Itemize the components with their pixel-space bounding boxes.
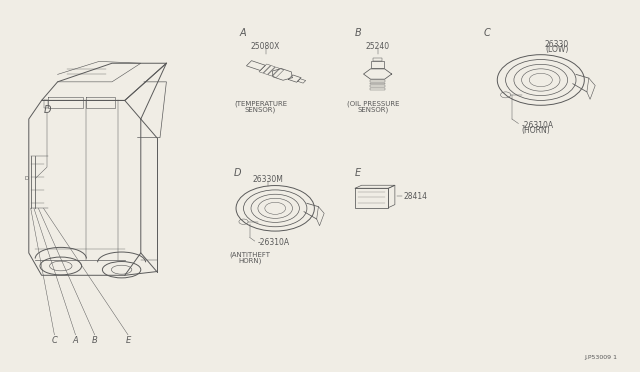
Ellipse shape [40,257,82,275]
Text: HORN): HORN) [238,257,261,264]
Text: SENSOR): SENSOR) [358,106,388,113]
Text: E: E [125,336,131,345]
Bar [370,80,385,82]
Ellipse shape [111,265,132,274]
Text: (HORN): (HORN) [522,126,550,135]
Ellipse shape [50,261,72,271]
Text: (TEMPERATURE: (TEMPERATURE [234,101,287,108]
Bar [370,88,385,90]
Ellipse shape [102,262,141,278]
Text: (LOW): (LOW) [545,45,568,54]
Text: 26330M: 26330M [252,175,283,184]
Text: B: B [92,336,97,345]
Text: 25080X: 25080X [251,42,280,51]
Text: E: E [355,168,362,178]
Text: 25240: 25240 [365,42,390,51]
Bar [373,58,382,61]
Text: B: B [355,29,362,38]
Text: -26310A: -26310A [257,238,289,247]
Text: J,P53009 1: J,P53009 1 [584,355,618,360]
Text: 28414: 28414 [403,192,428,201]
Text: D: D [25,176,29,181]
Bar [370,83,385,84]
Text: D: D [44,105,51,115]
Text: C: C [483,29,490,38]
Text: SENSOR): SENSOR) [245,106,276,113]
Text: (ANTITHEFT: (ANTITHEFT [229,251,270,258]
Text: A: A [73,336,78,345]
Text: 26330: 26330 [545,40,569,49]
Text: -26310A: -26310A [522,121,554,130]
Text: A: A [240,29,246,38]
Text: (OIL PRESSURE: (OIL PRESSURE [347,101,399,108]
Text: D: D [234,168,241,178]
Text: C: C [51,336,58,345]
Bar [370,85,385,87]
Bar [371,61,384,68]
